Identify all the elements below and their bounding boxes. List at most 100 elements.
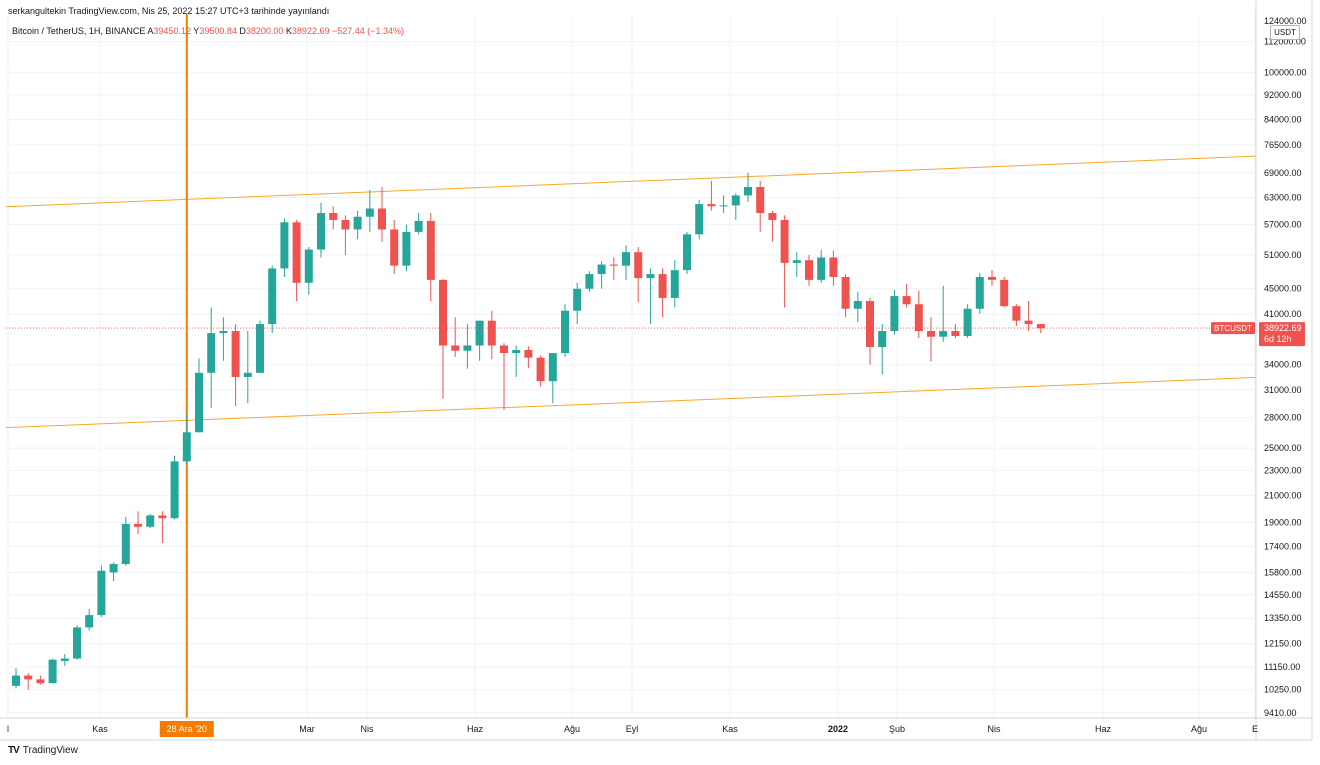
candle[interactable] [97, 565, 106, 618]
candle[interactable] [365, 189, 374, 232]
candle[interactable] [1036, 324, 1045, 334]
candle[interactable] [487, 310, 496, 360]
candle[interactable] [1012, 304, 1021, 327]
candle[interactable] [304, 246, 313, 295]
candle[interactable] [988, 270, 996, 286]
candle[interactable] [683, 231, 691, 275]
candle[interactable] [146, 514, 155, 529]
candle[interactable] [561, 304, 569, 357]
candle[interactable] [597, 261, 606, 289]
candle[interactable] [402, 224, 411, 272]
channel-line-upper[interactable] [5, 155, 1257, 208]
candle[interactable] [60, 653, 69, 666]
candle[interactable] [268, 265, 277, 334]
candle[interactable] [439, 279, 447, 399]
candle[interactable] [1000, 276, 1009, 308]
candle[interactable] [500, 343, 508, 410]
candle[interactable] [670, 260, 679, 308]
last-price-badge[interactable] [1259, 322, 1305, 347]
candle[interactable] [280, 218, 289, 277]
candle[interactable] [48, 658, 57, 684]
candle[interactable] [939, 285, 948, 342]
candle[interactable] [24, 673, 33, 690]
candle[interactable] [780, 215, 789, 308]
candle[interactable] [914, 290, 923, 339]
candle[interactable] [243, 331, 252, 404]
candle[interactable] [756, 180, 765, 232]
candle[interactable] [622, 245, 630, 280]
candle-body [756, 186, 765, 214]
candle[interactable] [853, 291, 862, 323]
candle[interactable] [646, 268, 655, 325]
candle[interactable] [792, 252, 801, 277]
candle-body [353, 216, 362, 230]
candle[interactable] [158, 511, 167, 544]
candle[interactable] [390, 219, 399, 275]
candle[interactable] [231, 324, 240, 406]
tradingview-branding[interactable]: TV TradingView [8, 745, 78, 756]
candle[interactable] [829, 250, 838, 286]
candle[interactable] [902, 283, 911, 308]
candle[interactable] [719, 195, 728, 214]
candle[interactable] [475, 320, 484, 361]
candle[interactable] [170, 455, 179, 520]
candle[interactable] [548, 353, 557, 404]
candle[interactable] [963, 304, 972, 339]
candle[interactable] [609, 257, 618, 280]
candle[interactable] [927, 317, 935, 362]
candle[interactable] [329, 206, 338, 230]
candle[interactable] [134, 511, 142, 535]
candle[interactable] [219, 317, 228, 361]
candle[interactable] [744, 172, 752, 202]
candles[interactable] [12, 172, 1045, 690]
candle[interactable] [878, 324, 887, 375]
candle[interactable] [573, 282, 582, 325]
candle[interactable] [951, 324, 960, 339]
candle[interactable] [353, 210, 362, 240]
candle[interactable] [536, 355, 545, 387]
candle[interactable] [85, 609, 94, 631]
candle[interactable] [73, 625, 81, 660]
candle[interactable] [805, 254, 813, 286]
candle-body [426, 220, 435, 280]
candle[interactable] [975, 272, 984, 314]
candle-body [902, 296, 911, 305]
candle[interactable] [524, 346, 533, 368]
channel-line-lower[interactable] [5, 376, 1257, 429]
candle[interactable] [341, 215, 350, 255]
candle[interactable] [378, 186, 386, 242]
candle[interactable] [414, 213, 423, 235]
candle[interactable] [451, 317, 460, 357]
candle[interactable] [317, 202, 325, 258]
candle[interactable] [512, 345, 521, 377]
candle[interactable] [292, 219, 301, 302]
candle[interactable] [731, 193, 740, 220]
currency-unit-badge[interactable]: USDT [1270, 25, 1300, 40]
candle[interactable] [585, 271, 594, 292]
candle[interactable] [1024, 301, 1033, 332]
candle[interactable] [634, 246, 643, 303]
candle[interactable] [426, 213, 435, 302]
candle[interactable] [36, 675, 45, 685]
symbol-badge[interactable] [1211, 322, 1255, 335]
candle[interactable] [658, 268, 667, 318]
candle[interactable] [707, 180, 716, 211]
symbol-legend[interactable]: Bitcoin / TetherUS, 1H, BINANCE A39450.1… [12, 26, 404, 36]
candle[interactable] [463, 324, 472, 369]
candle[interactable] [866, 297, 874, 365]
candle[interactable] [121, 516, 130, 566]
candle[interactable] [195, 358, 203, 433]
candle[interactable] [841, 274, 850, 318]
marker-date-badge[interactable] [159, 721, 214, 737]
candle[interactable] [12, 668, 20, 689]
candle[interactable] [890, 289, 899, 335]
candle[interactable] [207, 307, 216, 408]
price-tick-label: 69000.00 [1264, 168, 1302, 178]
candle[interactable] [695, 199, 704, 240]
candle[interactable] [768, 210, 777, 242]
candle[interactable] [256, 320, 264, 373]
candle[interactable] [182, 413, 191, 465]
candle[interactable] [109, 562, 118, 582]
candle[interactable] [817, 249, 826, 283]
